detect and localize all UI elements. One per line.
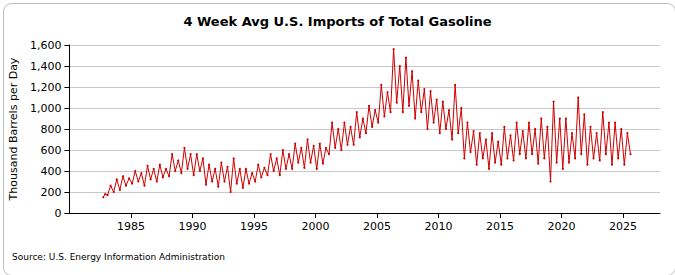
svg-text:1985: 1985 (117, 220, 145, 233)
svg-text:2005: 2005 (363, 220, 391, 233)
svg-text:200: 200 (40, 186, 61, 199)
svg-text:600: 600 (40, 144, 61, 157)
svg-text:4 Week Avg U.S. Imports of Tot: 4 Week Avg U.S. Imports of Total Gasolin… (183, 14, 491, 29)
svg-text:1,400: 1,400 (30, 60, 62, 73)
svg-text:1990: 1990 (178, 220, 206, 233)
svg-text:2000: 2000 (301, 220, 329, 233)
svg-text:Thousand Barrels per Day: Thousand Barrels per Day (7, 57, 20, 201)
svg-text:Source: U.S. Energy Informatio: Source: U.S. Energy Information Administ… (12, 252, 225, 262)
svg-text:1,000: 1,000 (30, 102, 62, 115)
svg-text:2025: 2025 (609, 220, 637, 233)
svg-text:1995: 1995 (240, 220, 268, 233)
svg-text:2010: 2010 (425, 220, 453, 233)
svg-text:2015: 2015 (486, 220, 514, 233)
svg-text:2020: 2020 (548, 220, 576, 233)
svg-text:400: 400 (40, 165, 61, 178)
svg-text:1,200: 1,200 (30, 81, 62, 94)
svg-text:0: 0 (54, 207, 61, 220)
svg-text:800: 800 (40, 123, 61, 136)
svg-text:1,600: 1,600 (30, 39, 62, 52)
